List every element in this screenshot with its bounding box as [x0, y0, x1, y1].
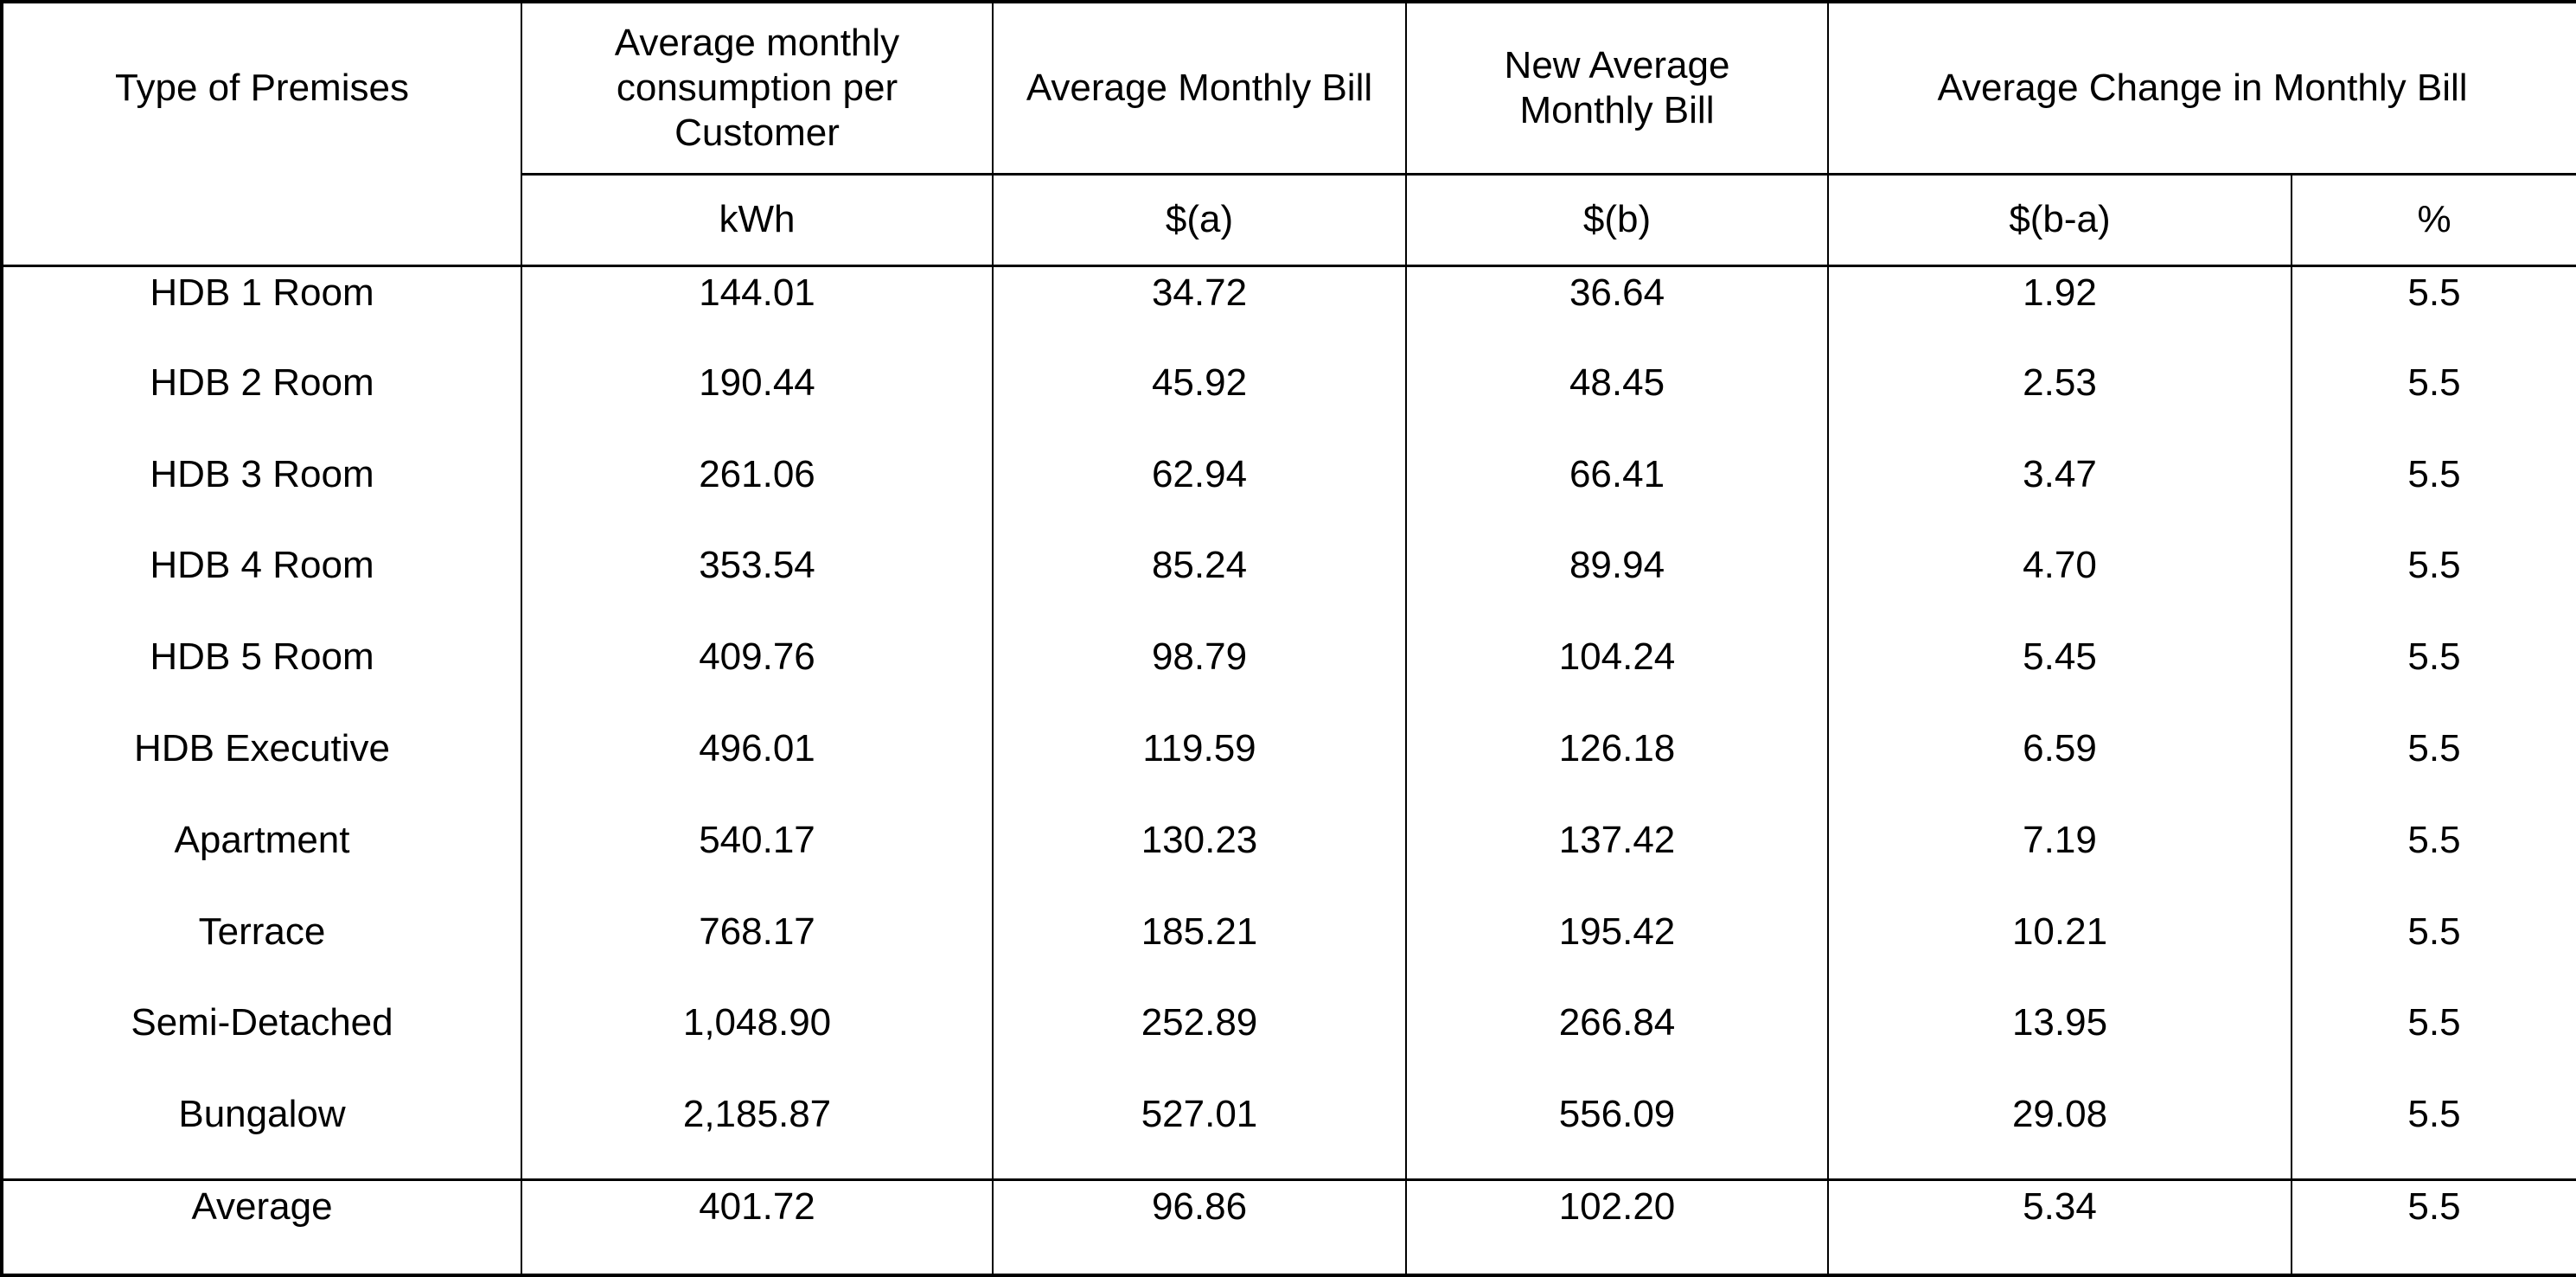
bill-b-cell: 48.45 [1405, 356, 1829, 449]
kwh-cell: 190.44 [521, 356, 994, 449]
col-header-avg-monthly-consumption: Average monthly consumption per Customer [521, 2, 994, 174]
change-dollar-cell: 2.53 [1827, 356, 2292, 449]
kwh-cell: 401.72 [521, 1178, 994, 1275]
bill-a-cell: 252.89 [992, 997, 1407, 1089]
kwh-cell: 261.06 [521, 448, 994, 540]
change-dollar-cell: 4.70 [1827, 540, 2292, 632]
change-percent-cell: 5.5 [2290, 814, 2576, 906]
header-row-titles: Type of Premises Average monthly consump… [1, 2, 2576, 265]
bill-a-cell: 119.59 [992, 722, 1407, 814]
bill-b-cell: 266.84 [1405, 997, 1829, 1089]
kwh-cell: 1,048.90 [521, 997, 994, 1089]
premises-cell: Semi-Detached [1, 997, 522, 1089]
kwh-cell: 353.54 [521, 540, 994, 632]
kwh-cell: 540.17 [521, 814, 994, 906]
unit-kwh: kWh [521, 172, 994, 265]
bill-a-cell: 45.92 [992, 356, 1407, 449]
bill-a-cell: 85.24 [992, 540, 1407, 632]
table-row: HDB Executive 496.01 119.59 126.18 6.59 … [1, 722, 2576, 814]
change-dollar-cell: 10.21 [1827, 905, 2292, 998]
change-dollar-cell: 5.45 [1827, 631, 2292, 723]
table-row: HDB 5 Room 409.76 98.79 104.24 5.45 5.5 [1, 631, 2576, 723]
change-dollar-cell: 6.59 [1827, 722, 2292, 814]
bill-b-cell: 195.42 [1405, 905, 1829, 998]
bill-a-cell: 34.72 [992, 264, 1407, 357]
premises-cell: HDB Executive [1, 722, 522, 814]
col-header-new-avg-monthly-bill: New Average Monthly Bill [1405, 2, 1829, 174]
bill-a-cell: 62.94 [992, 448, 1407, 540]
premises-cell: HDB 2 Room [1, 356, 522, 449]
unit-dollar-a: $(a) [992, 172, 1407, 265]
table-row: HDB 4 Room 353.54 85.24 89.94 4.70 5.5 [1, 540, 2576, 632]
bill-a-cell: 96.86 [992, 1178, 1407, 1275]
kwh-cell: 409.76 [521, 631, 994, 723]
bill-b-cell: 137.42 [1405, 814, 1829, 906]
col-header-avg-change-monthly-bill: Average Change in Monthly Bill [1826, 2, 2576, 174]
premises-cell: Terrace [1, 905, 522, 998]
change-percent-cell: 5.5 [2290, 997, 2576, 1089]
table-row: Semi-Detached 1,048.90 252.89 266.84 13.… [1, 997, 2576, 1089]
premises-cell: Apartment [1, 814, 522, 906]
table-header: Type of Premises Average monthly consump… [1, 2, 2576, 265]
header-row-units: kWh $(a) $(b) $(b-a) % [2, 172, 2576, 265]
bill-b-cell: 66.41 [1405, 448, 1829, 540]
premises-cell: HDB 5 Room [1, 631, 522, 723]
unit-dollar-b: $(b) [1405, 172, 1829, 265]
bill-a-cell: 185.21 [992, 905, 1407, 998]
unit-percent: % [2290, 172, 2576, 265]
change-dollar-cell: 29.08 [1827, 1089, 2292, 1180]
change-percent-cell: 5.5 [2290, 448, 2576, 540]
change-dollar-cell: 7.19 [1827, 814, 2292, 906]
bill-b-cell: 104.24 [1405, 631, 1829, 723]
table-row: Apartment 540.17 130.23 137.42 7.19 5.5 [1, 814, 2576, 906]
bill-b-cell: 102.20 [1405, 1178, 1829, 1275]
bill-a-cell: 130.23 [992, 814, 1407, 906]
table-row: Bungalow 2,185.87 527.01 556.09 29.08 5.… [1, 1089, 2576, 1180]
change-dollar-cell: 5.34 [1827, 1178, 2292, 1275]
change-percent-cell: 5.5 [2290, 264, 2576, 357]
change-percent-cell: 5.5 [2290, 540, 2576, 632]
change-percent-cell: 5.5 [2290, 1089, 2576, 1180]
table-body: HDB 1 Room 144.01 34.72 36.64 1.92 5.5 H… [1, 264, 2576, 1180]
change-dollar-cell: 3.47 [1827, 448, 2292, 540]
change-percent-cell: 5.5 [2290, 722, 2576, 814]
change-percent-cell: 5.5 [2290, 1178, 2576, 1275]
bill-b-cell: 126.18 [1405, 722, 1829, 814]
premises-cell: HDB 1 Room [1, 264, 522, 357]
premises-cell: Bungalow [1, 1089, 522, 1180]
kwh-cell: 496.01 [521, 722, 994, 814]
col-header-type-of-premises: Type of Premises [1, 2, 522, 265]
table-row: HDB 2 Room 190.44 45.92 48.45 2.53 5.5 [1, 356, 2576, 449]
bill-a-cell: 527.01 [992, 1089, 1407, 1180]
kwh-cell: 2,185.87 [521, 1089, 994, 1180]
bill-b-cell: 89.94 [1405, 540, 1829, 632]
unit-dollar-b-minus-a: $(b-a) [1827, 172, 2292, 265]
premises-cell: HDB 4 Room [1, 540, 522, 632]
change-percent-cell: 5.5 [2290, 905, 2576, 998]
kwh-cell: 768.17 [521, 905, 994, 998]
col-header-avg-monthly-bill: Average Monthly Bill [992, 2, 1407, 174]
table-row: Terrace 768.17 185.21 195.42 10.21 5.5 [1, 905, 2576, 998]
change-dollar-cell: 13.95 [1827, 997, 2292, 1089]
premises-cell: HDB 3 Room [1, 448, 522, 540]
bill-a-cell: 98.79 [992, 631, 1407, 723]
table-row: HDB 3 Room 261.06 62.94 66.41 3.47 5.5 [1, 448, 2576, 540]
bill-b-cell: 556.09 [1405, 1089, 1829, 1180]
table-row: HDB 1 Room 144.01 34.72 36.64 1.92 5.5 [1, 264, 2576, 357]
change-percent-cell: 5.5 [2290, 356, 2576, 449]
change-percent-cell: 5.5 [2290, 631, 2576, 723]
bill-b-cell: 36.64 [1405, 264, 1829, 357]
kwh-cell: 144.01 [521, 264, 994, 357]
change-dollar-cell: 1.92 [1827, 264, 2292, 357]
premises-cell: Average [1, 1178, 522, 1275]
table-footer: Average 401.72 96.86 102.20 5.34 5.5 [1, 1178, 2576, 1275]
average-row: Average 401.72 96.86 102.20 5.34 5.5 [1, 1178, 2576, 1275]
